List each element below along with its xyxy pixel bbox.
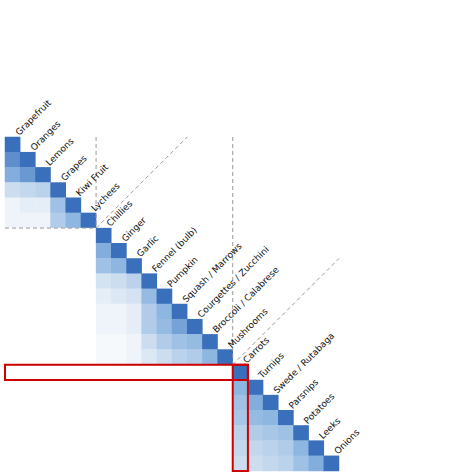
svg-text:Broccoli / Calabrese: Broccoli / Calabrese [210, 264, 281, 335]
svg-text:Kiwi Fruit: Kiwi Fruit [74, 162, 111, 199]
svg-text:Squash / Marrows: Squash / Marrows [180, 241, 244, 305]
svg-text:Carrots: Carrots [241, 335, 271, 365]
svg-text:Pumpkin: Pumpkin [165, 254, 200, 290]
svg-text:Onions: Onions [332, 427, 361, 456]
svg-text:Ginger: Ginger [120, 215, 149, 244]
svg-text:Parsnips: Parsnips [286, 377, 321, 411]
svg-text:Turnips: Turnips [256, 350, 287, 381]
svg-text:Fennel (bulb): Fennel (bulb) [150, 225, 199, 274]
svg-text:Garlic: Garlic [135, 233, 161, 259]
svg-text:Courgettes / Zucchini: Courgettes / Zucchini [195, 244, 271, 320]
svg-text:Chillies: Chillies [105, 198, 135, 228]
svg-text:Swede / Rutabaga: Swede / Rutabaga [271, 330, 337, 396]
svg-text:Oranges: Oranges [28, 118, 63, 153]
svg-text:Lemons: Lemons [43, 135, 76, 168]
svg-text:Grapes: Grapes [59, 153, 89, 183]
svg-text:Lychees: Lychees [89, 180, 122, 214]
svg-text:Leeks: Leeks [317, 415, 343, 441]
svg-text:Mushrooms: Mushrooms [226, 306, 270, 350]
svg-text:Potatoes: Potatoes [301, 391, 337, 426]
svg-text:Grapefruit: Grapefruit [13, 97, 53, 138]
